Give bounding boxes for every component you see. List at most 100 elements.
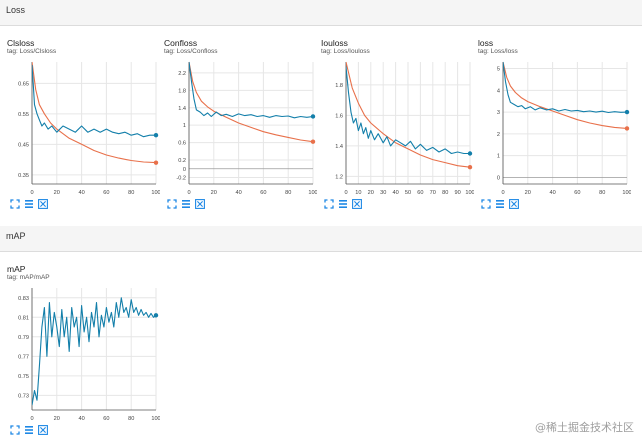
y-tick-label: 1	[497, 154, 500, 160]
map-section-title: mAP	[6, 231, 26, 241]
chart-toolbar	[10, 199, 48, 211]
x-tick-label: 80	[128, 190, 134, 196]
toggle-log-icon[interactable]	[181, 199, 191, 209]
x-tick-label: 90	[454, 190, 460, 196]
expand-icon[interactable]	[38, 425, 48, 435]
x-tick-label: 100	[308, 190, 317, 196]
x-tick-label: 20	[54, 416, 60, 422]
chart-title: loss	[478, 38, 494, 48]
toggle-log-icon[interactable]	[24, 425, 34, 435]
loss-section-header[interactable]: Loss	[0, 0, 642, 26]
expand-icon[interactable]	[509, 199, 519, 209]
series-line-orange[interactable]	[189, 61, 314, 143]
y-tick-label: 2	[497, 132, 500, 138]
x-tick-label: 100	[151, 190, 160, 196]
series-end-point-blue[interactable]	[153, 133, 159, 138]
x-tick-label: 80	[442, 190, 448, 196]
chart-tag: tag: Loss/Confloss	[164, 48, 218, 55]
map-section-header[interactable]: mAP	[0, 226, 642, 252]
y-tick-label: 0.81	[18, 315, 29, 321]
chart-plot-map[interactable]: 0.73 0.75 0.77 0.79 0.81 0.83 0 20 40 60 80 100	[4, 284, 160, 424]
series-end-point-orange[interactable]	[624, 126, 630, 131]
x-tick-label: 80	[599, 190, 605, 196]
x-tick-label: 60	[574, 190, 580, 196]
y-tick-label: 1.4	[178, 106, 186, 112]
series-end-point-orange[interactable]	[310, 139, 316, 144]
toggle-log-icon[interactable]	[24, 199, 34, 209]
y-tick-label: 3	[497, 110, 500, 116]
y-tick-label: 4	[497, 88, 500, 94]
y-tick-label: 0.75	[18, 374, 29, 380]
x-tick-label: 100	[151, 416, 160, 422]
fit-domain-icon[interactable]	[167, 199, 177, 209]
series-line-orange[interactable]	[32, 61, 157, 164]
y-tick-label: 0	[497, 175, 500, 181]
x-tick-label: 20	[368, 190, 374, 196]
chart-tag: tag: Loss/Iouloss	[321, 48, 370, 55]
chart-tag: tag: Loss/Clsloss	[7, 48, 57, 55]
x-tick-label: 50	[405, 190, 411, 196]
x-tick-label: 20	[54, 190, 60, 196]
y-tick-label: 0.35	[18, 173, 29, 179]
chart-card-iouloss: Iouloss tag: Loss/Iouloss 1.2 1.4 1.6 1.8 0 10 2…	[318, 38, 474, 216]
series-line-blue[interactable]	[189, 61, 314, 119]
y-tick-label: 1.2	[335, 174, 343, 180]
y-tick-label: 1.8	[335, 83, 343, 89]
x-tick-label: 0	[501, 190, 504, 196]
chart-plot-iouloss[interactable]: 1.2 1.4 1.6 1.8 0 10 20 30 40 50 60 70 80 90 100	[318, 58, 474, 198]
chart-card-confloss: Confloss tag: Loss/Confloss -0.2 0 0.2 0.6 1 1.…	[161, 38, 317, 216]
series-line-blue[interactable]	[32, 64, 156, 138]
loss-section-title: Loss	[6, 5, 26, 15]
series-end-point-blue[interactable]	[310, 114, 316, 119]
series-end-point-orange[interactable]	[153, 160, 159, 165]
y-tick-label: 5	[497, 67, 500, 73]
y-tick-label: 1.4	[335, 144, 343, 150]
chart-card-loss: loss tag: Loss/loss 0 1 2 3 4 5 0 20 40 60 80 100	[475, 38, 631, 216]
toggle-log-icon[interactable]	[338, 199, 348, 209]
chart-toolbar	[167, 199, 205, 211]
chart-plot-confloss[interactable]: -0.2 0 0.2 0.6 1 1.4 1.8 2.2 0 20 40 60 80 100	[161, 58, 317, 198]
expand-icon[interactable]	[38, 199, 48, 209]
y-tick-label: 2.2	[178, 71, 186, 77]
series-line-orange[interactable]	[503, 61, 628, 129]
series-end-point-blue[interactable]	[153, 313, 159, 318]
y-tick-label: 0.6	[178, 141, 186, 147]
watermark: @稀土掘金技术社区	[535, 421, 634, 434]
series-line-blue[interactable]	[346, 66, 470, 155]
y-tick-label: 0.45	[18, 142, 29, 148]
series-line-orange[interactable]	[346, 61, 471, 168]
x-tick-label: 60	[103, 416, 109, 422]
y-tick-label: 1.8	[178, 88, 186, 94]
x-tick-label: 0	[30, 190, 33, 196]
expand-icon[interactable]	[352, 199, 362, 209]
expand-icon[interactable]	[195, 199, 205, 209]
y-tick-label: 0.83	[18, 296, 29, 302]
series-end-point-blue[interactable]	[467, 151, 473, 156]
chart-card-clsloss: Clsloss tag: Loss/Clsloss 0.35 0.45 0.55 0.65…	[4, 38, 160, 216]
y-tick-label: 0.2	[178, 158, 186, 164]
toggle-log-icon[interactable]	[495, 199, 505, 209]
fit-domain-icon[interactable]	[481, 199, 491, 209]
y-tick-label: 1	[183, 123, 186, 129]
y-tick-label: 0.65	[18, 81, 29, 87]
series-line-blue[interactable]	[32, 297, 157, 406]
x-tick-label: 40	[549, 190, 555, 196]
chart-plot-loss[interactable]: 0 1 2 3 4 5 0 20 40 60 80 100	[475, 58, 631, 198]
y-tick-label: 0	[183, 167, 186, 173]
chart-toolbar	[481, 199, 519, 211]
series-line-blue[interactable]	[503, 61, 628, 114]
x-tick-label: 40	[78, 416, 84, 422]
chart-title: Iouloss	[321, 38, 348, 48]
x-tick-label: 100	[622, 190, 631, 196]
fit-domain-icon[interactable]	[324, 199, 334, 209]
x-tick-label: 70	[430, 190, 436, 196]
chart-plot-clsloss[interactable]: 0.35 0.45 0.55 0.65 0 20 40 60 80 100	[4, 58, 160, 198]
x-tick-label: 60	[260, 190, 266, 196]
fit-domain-icon[interactable]	[10, 199, 20, 209]
x-tick-label: 20	[211, 190, 217, 196]
series-end-point-orange[interactable]	[467, 165, 473, 170]
fit-domain-icon[interactable]	[10, 425, 20, 435]
x-tick-label: 0	[30, 416, 33, 422]
y-tick-label: 0.77	[18, 354, 29, 360]
series-end-point-blue[interactable]	[624, 109, 630, 115]
